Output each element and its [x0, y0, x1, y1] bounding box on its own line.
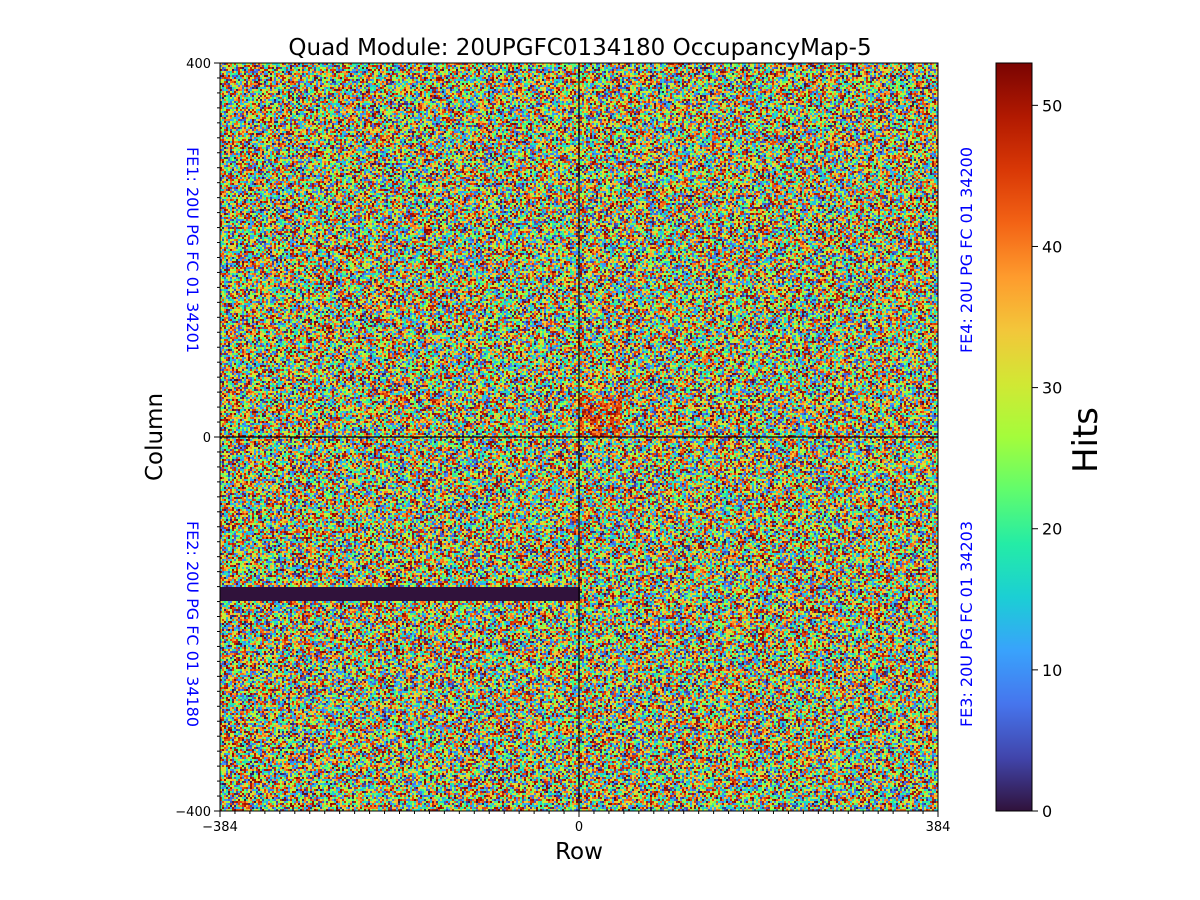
y-tick-label: 0 — [203, 431, 211, 446]
x-tick-label: −384 — [202, 820, 238, 835]
fe2-label: FE2: 20U PG FC 01 34180 — [183, 521, 202, 727]
chart-title: Quad Module: 20UPGFC0134180 OccupancyMap… — [288, 35, 871, 61]
y-tick-label: −400 — [175, 805, 211, 820]
colorbar-label: Hits — [1066, 407, 1106, 473]
colorbar-ticks: 0 10 20 30 40 50 — [1032, 96, 1062, 821]
fe1-label: FE1: 20U PG FC 01 34201 — [183, 147, 202, 353]
colorbar-tick-label: 50 — [1042, 96, 1062, 115]
colorbar-tick-label: 30 — [1042, 379, 1062, 398]
colorbar-tick-label: 40 — [1042, 237, 1062, 256]
colorbar: 0 10 20 30 40 50 Hits — [995, 62, 1106, 821]
colorbar-tick-label: 0 — [1042, 802, 1052, 821]
x-axis-label: Row — [555, 839, 603, 865]
fe4-label: FE4: 20U PG FC 01 34200 — [957, 147, 976, 353]
colorbar-tick-label: 20 — [1042, 520, 1062, 539]
x-tick-label: 0 — [575, 820, 583, 835]
fe3-label: FE3: 20U PG FC 01 34203 — [957, 521, 976, 727]
y-tick-label: 400 — [186, 57, 211, 72]
x-tick-label: 384 — [926, 820, 951, 835]
y-axis-label: Column — [142, 393, 168, 481]
colorbar-gradient — [995, 62, 1033, 812]
axis-ticks — [214, 62, 939, 817]
colorbar-tick-label: 10 — [1042, 661, 1062, 680]
